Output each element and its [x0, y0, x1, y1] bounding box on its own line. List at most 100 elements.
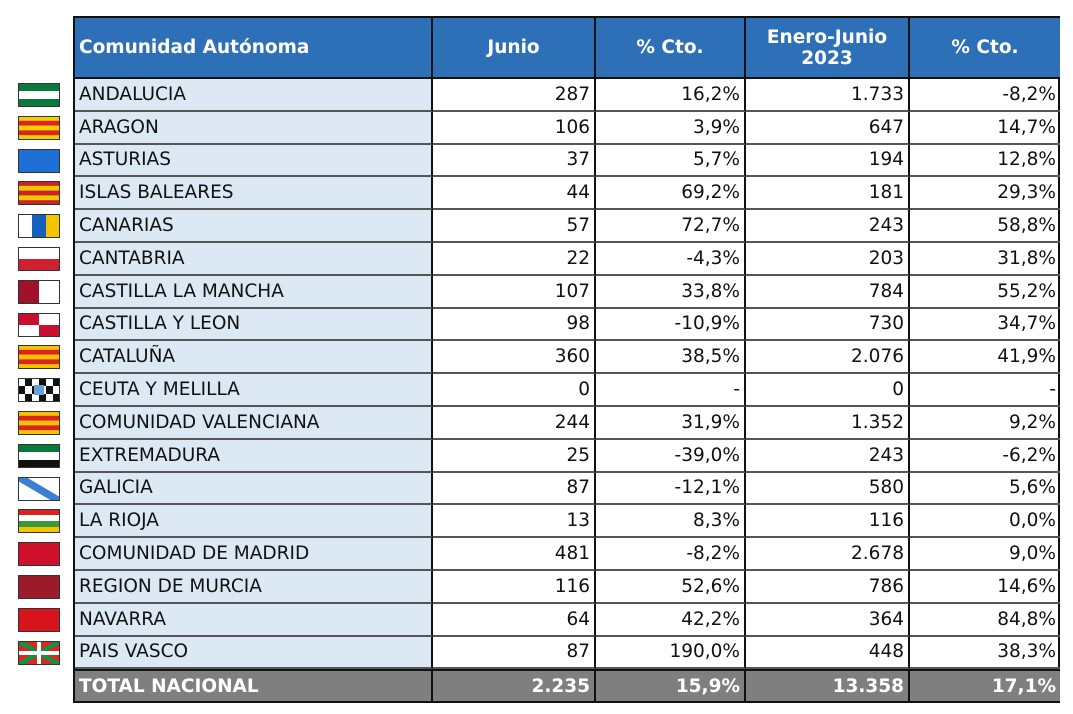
value-cell: 190,0% — [596, 636, 746, 670]
cell-text: LA RIOJA — [79, 510, 159, 532]
region-name: COMUNIDAD VALENCIANA — [75, 407, 433, 440]
value-cell: -12,1% — [596, 472, 746, 506]
value-cell: 194 — [746, 144, 910, 178]
cell-text: 287 — [554, 83, 590, 105]
cell-text: 87 — [566, 477, 590, 499]
value-cell: 5,7% — [596, 144, 746, 178]
cell-text: 31,9% — [681, 411, 740, 433]
cell-text: - — [1049, 379, 1056, 401]
cell-text: % Cto. — [636, 37, 704, 58]
value-cell: 116 — [746, 505, 910, 539]
value-cell: 38,3% — [910, 637, 1060, 670]
cell-text: 84,8% — [997, 608, 1056, 630]
flag-icon — [18, 575, 60, 599]
region-name: CATALUÑA — [75, 341, 433, 375]
value-cell: -6,2% — [910, 440, 1060, 473]
value-cell: 29,3% — [910, 177, 1060, 211]
cell-text: 52,6% — [681, 575, 740, 597]
cell-text: 12,8% — [997, 149, 1056, 171]
cell-text: 16,2% — [681, 83, 740, 105]
cell-text: 580 — [868, 477, 904, 499]
total-cell: 15,9% — [596, 669, 746, 701]
cell-text: 181 — [868, 182, 904, 204]
cell-text: 58,8% — [997, 215, 1056, 237]
cell-text: 203 — [868, 247, 904, 269]
cell-text: 0 — [578, 379, 590, 401]
cell-text: 57 — [566, 215, 590, 237]
cell-text: 106 — [554, 116, 590, 138]
value-cell: 13 — [433, 505, 596, 539]
value-cell: 34,7% — [910, 309, 1060, 342]
value-cell: 287 — [433, 79, 596, 112]
cell-text: TOTAL NACIONAL — [79, 675, 259, 697]
cell-text: 8,3% — [693, 510, 740, 532]
value-cell: -4,3% — [596, 243, 746, 276]
cell-text: 0,0% — [1009, 510, 1056, 532]
cell-text: 69,2% — [681, 182, 740, 204]
cell-text: 13.358 — [832, 675, 904, 697]
cell-text: -8,2% — [1002, 83, 1056, 105]
value-cell: 364 — [746, 603, 910, 637]
cell-text: 730 — [868, 313, 904, 335]
flag-icon — [18, 312, 60, 337]
value-cell: 3,9% — [596, 111, 746, 145]
cell-text: 87 — [566, 641, 590, 663]
cell-text: ARAGON — [79, 116, 159, 138]
region-name: ANDALUCIA — [75, 79, 433, 112]
value-cell: 106 — [433, 111, 596, 145]
cell-text: 15,9% — [675, 675, 740, 697]
cell-text: PAIS VASCO — [79, 641, 189, 663]
cell-text: 17,1% — [991, 675, 1056, 697]
cell-text: 98 — [566, 313, 590, 335]
value-cell: 58,8% — [910, 210, 1060, 243]
flag-icon — [18, 247, 60, 271]
value-cell: 786 — [746, 571, 910, 604]
value-cell: 33,8% — [596, 275, 746, 309]
cell-text: -12,1% — [674, 477, 740, 499]
cell-text: 14,7% — [997, 116, 1056, 138]
value-cell: 57 — [433, 210, 596, 243]
cell-text: 647 — [868, 116, 904, 138]
value-cell: 0 — [433, 374, 596, 407]
cell-text: 44 — [566, 182, 590, 204]
cell-text: ASTURIAS — [79, 149, 171, 171]
value-cell: 72,7% — [596, 210, 746, 243]
flag-icon — [18, 378, 60, 403]
flag-icon — [18, 607, 60, 632]
value-cell: - — [910, 374, 1060, 407]
value-cell: 44 — [433, 177, 596, 211]
region-name: CASTILLA LA MANCHA — [75, 275, 433, 309]
cell-text: 13 — [566, 510, 590, 532]
cell-text: 9,0% — [1009, 543, 1056, 565]
cell-text: 55,2% — [997, 280, 1056, 302]
value-cell: - — [596, 374, 746, 407]
value-cell: 55,2% — [910, 276, 1060, 309]
region-name: ISLAS BALEARES — [75, 177, 433, 211]
value-cell: 37 — [433, 144, 596, 178]
value-cell: 25 — [433, 439, 596, 473]
cell-text: CEUTA Y MELILLA — [79, 379, 240, 401]
cell-text: 5,7% — [693, 149, 740, 171]
cell-text: 0 — [892, 379, 904, 401]
value-cell: 8,3% — [596, 505, 746, 539]
value-cell: 784 — [746, 275, 910, 309]
cell-text: 107 — [554, 280, 590, 302]
flag-icon — [18, 115, 60, 140]
cell-text: CASTILLA LA MANCHA — [79, 280, 284, 302]
value-cell: 22 — [433, 243, 596, 276]
flag-icon — [18, 279, 60, 304]
cell-text: Comunidad Autónoma — [79, 37, 310, 58]
cell-text: 31,8% — [997, 247, 1056, 269]
cell-text: ANDALUCIA — [79, 83, 187, 105]
cell-text: - — [733, 379, 740, 401]
value-cell: 730 — [746, 308, 910, 342]
value-cell: 0,0% — [910, 505, 1060, 539]
cell-text: 784 — [868, 280, 904, 302]
cell-text: CANARIAS — [79, 215, 174, 237]
value-cell: 52,6% — [596, 571, 746, 604]
header-cell: % Cto. — [910, 18, 1060, 79]
total-cell: TOTAL NACIONAL — [75, 669, 433, 701]
region-name: PAIS VASCO — [75, 636, 433, 670]
cell-text: NAVARRA — [79, 608, 167, 630]
flag-icon — [18, 345, 60, 370]
